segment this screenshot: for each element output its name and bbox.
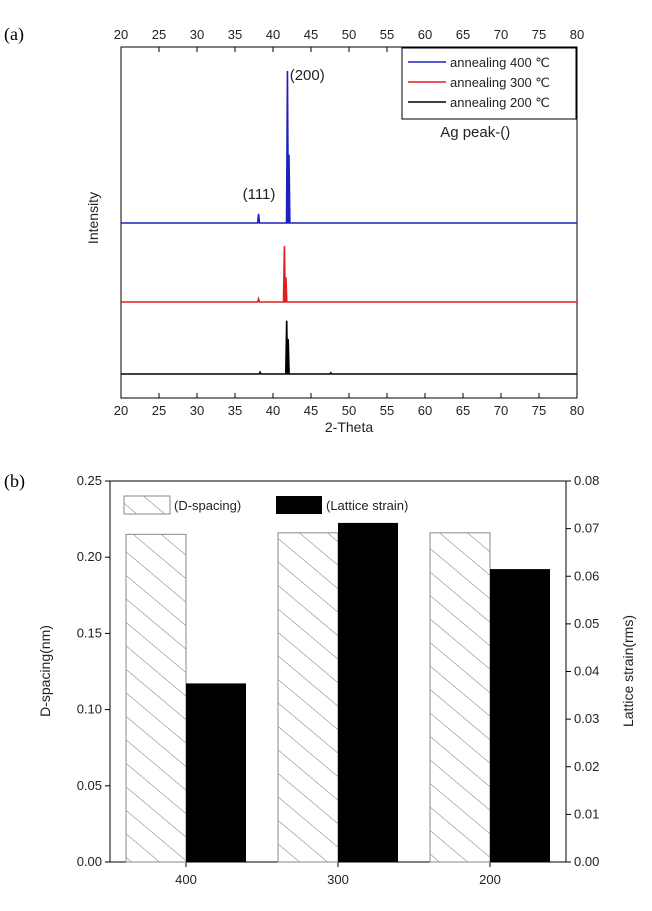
xrd-x-tick-label: 60 [418,403,432,418]
xrd-annotation: Ag peak-() [440,124,510,141]
xrd-x-tick-label: 35 [228,403,242,418]
xrd-legend-box [401,47,577,120]
category-label: 200 [479,872,501,887]
xrd-x-tick-label: 55 [380,403,394,418]
xrd-x-tick-label: 70 [494,403,508,418]
xrd-x-tick-label-top: 75 [532,27,546,42]
xrd-x-tick-label-top: 30 [190,27,204,42]
lattice-strain-tick-label: 0.02 [574,759,599,774]
bar-legend: (D-spacing) (Lattice strain) [123,495,408,515]
d-spacing-axis-title: D-spacing(nm) [37,625,53,717]
category-label: 300 [327,872,349,887]
lattice-strain-bar [490,569,550,862]
xrd-x-tick-label: 80 [570,403,584,418]
xrd-x-tick-label: 75 [532,403,546,418]
lattice-strain-tick-label: 0.07 [574,521,599,536]
lattice-strain-legend-label: (Lattice strain) [326,498,408,513]
d-spacing-tick-label: 0.15 [77,625,102,640]
xrd-x-tick-label: 40 [266,403,280,418]
d-spacing-bar [429,532,491,863]
lattice-strain-tick-label: 0.08 [574,473,599,488]
category-label: 400 [175,872,197,887]
xrd-series-line [121,70,577,224]
lattice-strain-tick-label: 0.05 [574,616,599,631]
lattice-strain-axis-title: Lattice strain(rms) [620,615,636,727]
xrd-legend-label: annealing 300 ℃ [450,75,550,90]
d-spacing-tick-label: 0.25 [77,473,102,488]
xrd-x-tick-label-top: 70 [494,27,508,42]
d-spacing-tick-label: 0.05 [77,778,102,793]
d-spacing-bar [277,532,339,863]
xrd-y-axis-title: Intensity [85,192,101,244]
d-spacing-legend-swatch [123,495,171,515]
xrd-legend: annealing 400 ℃ annealing 300 ℃ annealing … [401,47,577,120]
panel-a-label: (a) [4,24,24,45]
d-spacing-tick-label: 0.20 [77,549,102,564]
xrd-x-tick-label: 30 [190,403,204,418]
lattice-strain-tick-label: 0.00 [574,854,599,869]
xrd-x-tick-label-top: 50 [342,27,356,42]
lattice-strain-tick-label: 0.06 [574,568,599,583]
xrd-x-tick-label-top: 25 [152,27,166,42]
panel-b-label: (b) [4,471,25,492]
xrd-x-axis-title: 2-Theta [325,419,373,435]
xrd-x-tick-label: 45 [304,403,318,418]
lattice-strain-tick-label: 0.04 [574,664,599,679]
d-spacing-tick-label: 0.10 [77,702,102,717]
xrd-x-tick-label-top: 45 [304,27,318,42]
xrd-series-line [121,320,577,375]
d-spacing-legend-label: (D-spacing) [174,498,241,513]
d-spacing-tick-label: 0.00 [77,854,102,869]
lattice-strain-tick-label: 0.03 [574,711,599,726]
lattice-strain-tick-label: 0.01 [574,806,599,821]
xrd-x-tick-label-top: 20 [114,27,128,42]
xrd-legend-label: annealing 400 ℃ [450,55,550,70]
xrd-x-tick-label: 25 [152,403,166,418]
lattice-strain-bar [338,522,398,862]
xrd-x-tick-label-top: 80 [570,27,584,42]
d-spacing-bar [125,533,187,863]
xrd-x-tick-label-top: 55 [380,27,394,42]
xrd-x-tick-label: 20 [114,403,128,418]
xrd-annotation: (111) [243,186,276,203]
xrd-annotation: (200) [290,67,325,84]
xrd-legend-label: annealing 200 ℃ [450,95,550,110]
lattice-strain-legend-swatch [276,496,322,514]
xrd-chart: 20 20 25 25 30 30 35 35 40 40 45 45 50 50 55 55 60 60 65 65… [85,27,584,435]
xrd-x-tick-label-top: 35 [228,27,242,42]
bar-chart: 0.00 0.05 0.10 0.15 0.20 0.25 0.00 0.01 0.02 0.03… [37,473,636,887]
lattice-strain-bar [186,683,246,862]
xrd-x-tick-label-top: 65 [456,27,470,42]
xrd-x-tick-label: 50 [342,403,356,418]
xrd-series-line [121,246,577,303]
xrd-x-tick-label: 65 [456,403,470,418]
xrd-x-tick-label-top: 60 [418,27,432,42]
xrd-x-tick-label-top: 40 [266,27,280,42]
